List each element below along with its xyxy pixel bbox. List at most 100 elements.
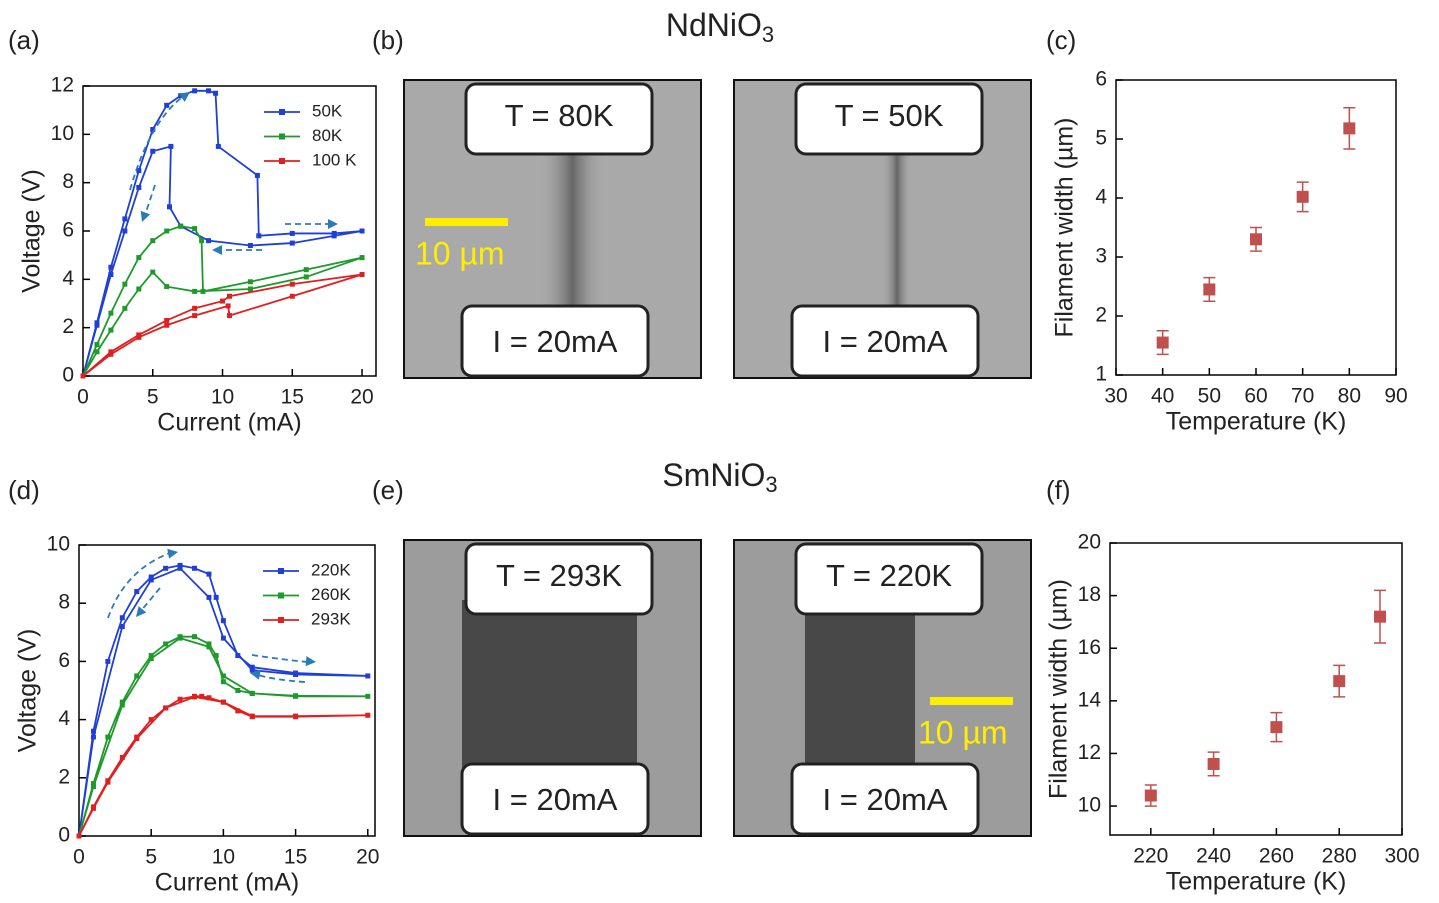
data-point — [254, 172, 260, 178]
data-point — [90, 728, 96, 734]
data-point — [108, 351, 114, 357]
y-tick-label: 4 — [58, 707, 70, 730]
panel-label: (b) — [372, 25, 404, 55]
x-tick-label: 0 — [77, 386, 89, 409]
y-axis-label: Filament width (µm) — [1045, 579, 1073, 799]
legend-label: 100 K — [312, 150, 357, 169]
temperature-label: T = 50K — [835, 98, 944, 133]
legend-marker — [278, 592, 284, 599]
data-point — [136, 168, 142, 174]
data-point — [108, 327, 114, 333]
x-tick-label: 80 — [1338, 385, 1361, 408]
data-point — [136, 334, 142, 340]
data-point — [206, 88, 212, 94]
data-point — [1374, 610, 1387, 623]
data-point — [220, 679, 226, 685]
filament — [462, 600, 637, 776]
data-point — [206, 695, 212, 701]
data-point — [1343, 122, 1356, 135]
data-point — [148, 653, 154, 659]
y-tick-label: 4 — [62, 267, 74, 290]
y-tick-label: 20 — [1078, 531, 1101, 554]
data-point — [119, 699, 125, 705]
data-point — [289, 293, 295, 299]
y-tick-label: 2 — [1095, 304, 1107, 327]
data-point — [365, 693, 371, 699]
data-point — [178, 223, 184, 229]
x-tick-label: 70 — [1291, 385, 1314, 408]
data-point — [177, 562, 183, 568]
guide-arrow-head — [250, 669, 261, 680]
y-tick-label: 5 — [1095, 127, 1107, 150]
y-tick-label: 14 — [1078, 688, 1102, 711]
y-axis-label: Voltage (V) — [18, 169, 46, 293]
current-label: I = 20mA — [823, 324, 948, 359]
data-point — [365, 673, 371, 679]
x-tick-label: 0 — [73, 846, 85, 869]
data-point — [105, 658, 111, 664]
data-point — [164, 317, 170, 323]
data-point — [90, 784, 96, 790]
data-point — [220, 298, 226, 304]
data-point — [289, 230, 295, 236]
x-tick-label: 30 — [1104, 385, 1127, 408]
y-tick-label: 8 — [58, 591, 70, 614]
x-tick-label: 50 — [1198, 385, 1221, 408]
title-part: 3 — [762, 22, 774, 47]
data-point — [150, 238, 156, 244]
scale-bar — [930, 697, 1013, 705]
contact-pad — [460, 762, 650, 836]
data-point — [213, 594, 219, 600]
title-part: SmNiO — [662, 457, 765, 493]
filament — [805, 600, 915, 776]
data-point — [164, 322, 170, 328]
data-point — [192, 634, 198, 640]
guide-arrow — [144, 184, 156, 216]
data-point — [227, 293, 232, 299]
data-point — [119, 623, 125, 629]
x-tick-label: 40 — [1151, 385, 1174, 408]
guide-arrow-head — [140, 210, 151, 222]
data-point — [227, 313, 232, 319]
guide-arrow-head — [328, 219, 338, 229]
y-tick-label: 3 — [1095, 245, 1107, 268]
data-point — [168, 143, 174, 149]
data-point — [105, 779, 111, 785]
data-point — [192, 88, 198, 94]
data-point — [150, 269, 156, 275]
y-tick-label: 10 — [47, 533, 70, 556]
data-point — [289, 240, 295, 246]
x-tick-label: 20 — [350, 386, 373, 409]
series-line — [82, 89, 363, 377]
data-point — [359, 228, 365, 234]
x-tick-label: 15 — [284, 846, 307, 869]
data-point — [247, 279, 253, 285]
legend-marker — [279, 158, 285, 164]
contact-pad — [460, 304, 650, 378]
data-point — [359, 272, 365, 277]
temperature-label: T = 80K — [505, 98, 614, 133]
contact-pad — [794, 82, 984, 156]
temperature-label: T = 220K — [826, 558, 952, 593]
panel-label: (a) — [8, 25, 40, 55]
series-line — [82, 225, 363, 377]
data-point — [134, 589, 140, 595]
data-point — [235, 653, 241, 659]
data-point — [249, 664, 255, 670]
contact-pad — [464, 82, 654, 156]
data-point — [235, 708, 241, 714]
current-label: I = 20mA — [823, 782, 948, 817]
data-point — [164, 102, 170, 108]
data-point — [206, 641, 212, 647]
data-point — [1270, 721, 1283, 734]
y-tick-label: 6 — [1095, 68, 1107, 91]
y-tick-label: 2 — [62, 315, 74, 338]
x-axis-label: Temperature (K) — [1166, 868, 1347, 896]
legend-label: 50K — [312, 101, 343, 120]
data-point — [200, 288, 206, 294]
data-point — [192, 288, 198, 294]
plot-frame — [1115, 79, 1397, 376]
guide-arrow-head — [178, 92, 190, 102]
